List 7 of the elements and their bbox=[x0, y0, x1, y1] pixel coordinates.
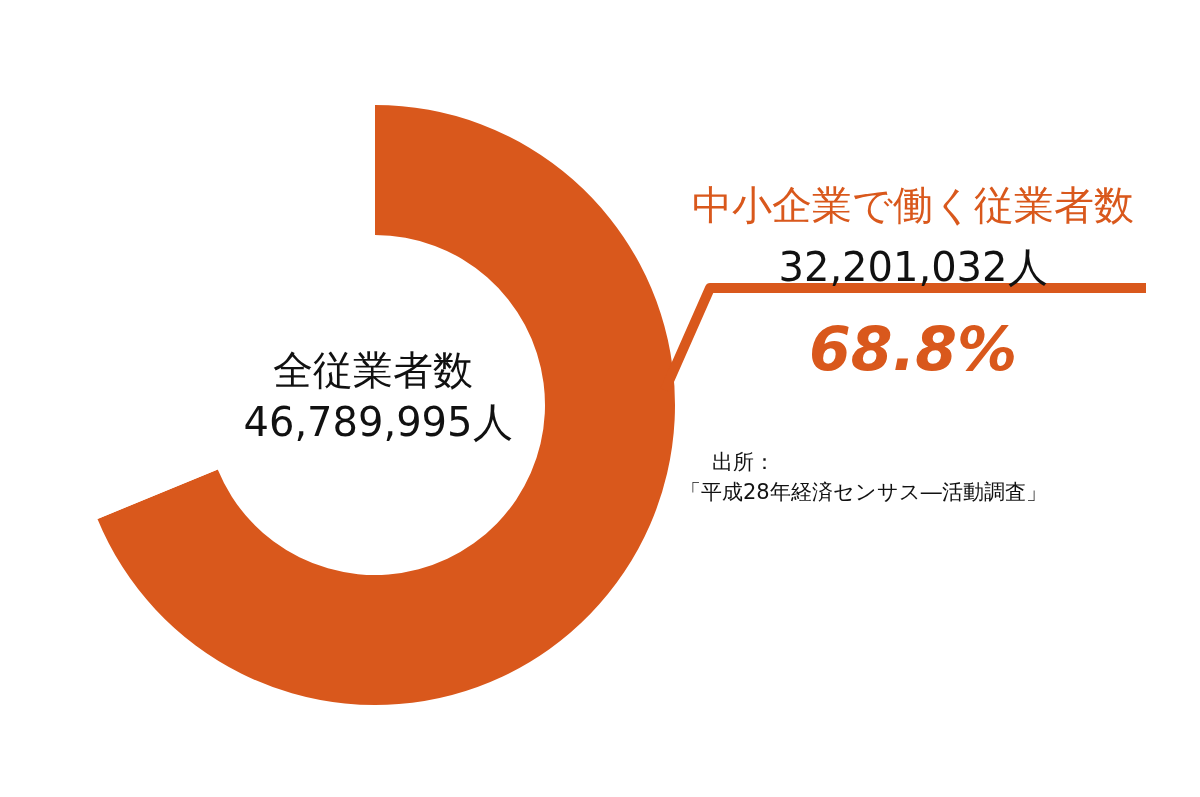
text: 出所： bbox=[712, 449, 776, 476]
text: 46,789,995人 bbox=[242, 398, 514, 447]
data-label: 68.8% bbox=[807, 314, 1019, 384]
slice-label: 中小企業で働く従業者数 bbox=[691, 181, 1135, 230]
text: 「平成28年経済センサス―活動調査」 bbox=[680, 479, 1048, 506]
text: 全従業者数 bbox=[272, 346, 474, 395]
text: 32,201,032人 bbox=[777, 243, 1049, 292]
